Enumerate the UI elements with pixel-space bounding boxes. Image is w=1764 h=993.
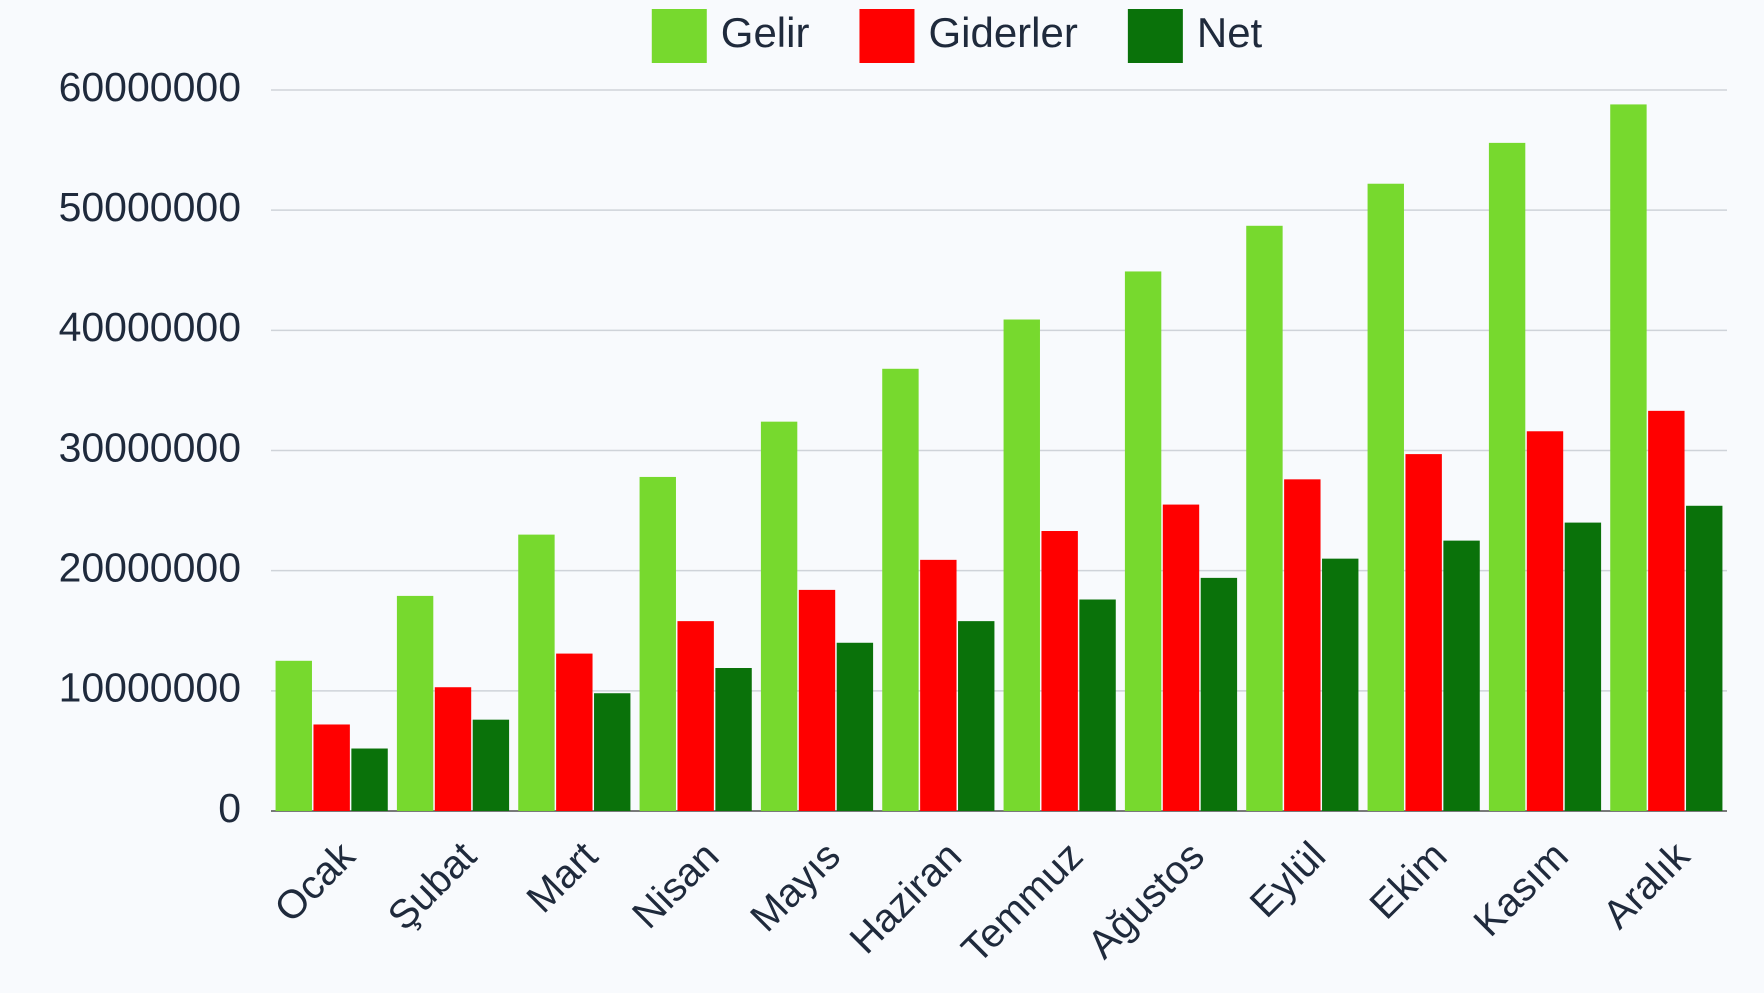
bar [472,719,510,811]
y-tick-label: 60000000 [59,64,241,110]
bar [434,687,472,811]
y-tick-label: 10000000 [59,665,241,711]
bar [396,595,434,811]
bar [275,660,312,811]
bar [1124,271,1162,811]
bar [1200,577,1238,811]
y-tick-label: 0 [218,785,241,831]
y-tick-label: 50000000 [59,184,241,230]
y-tick-label: 20000000 [59,544,241,590]
bar [639,476,676,811]
legend-swatch [859,9,915,63]
bar [1610,104,1647,812]
bar [1367,183,1404,812]
bar [798,589,836,811]
bar [1405,454,1442,811]
bar [715,668,752,811]
bar [1322,558,1359,811]
bar [1648,410,1685,811]
bar [518,534,555,811]
bar [1564,522,1602,811]
bar [1488,142,1526,811]
y-tick-label: 40000000 [59,304,241,350]
bar [1526,431,1564,811]
bar [1003,319,1040,811]
y-tick-label: 30000000 [59,424,241,470]
bar [1246,225,1283,811]
bar [1686,505,1723,811]
legend-label: Net [1197,9,1263,56]
bar [958,621,995,811]
bar [920,559,957,811]
bar [677,621,714,811]
legend-label: Gelir [721,9,810,56]
bar [1284,479,1321,811]
bar [882,368,919,811]
bar [556,653,593,811]
legend-swatch [1127,9,1183,63]
bar [836,642,874,811]
bar [313,724,350,811]
legend-swatch [651,9,707,63]
legend-label: Giderler [928,9,1077,56]
bar [1443,540,1480,811]
bar [1162,504,1200,811]
bar [1041,531,1078,811]
bar [1079,599,1116,811]
bar [594,693,631,811]
bar [351,748,388,811]
bar [760,421,798,811]
